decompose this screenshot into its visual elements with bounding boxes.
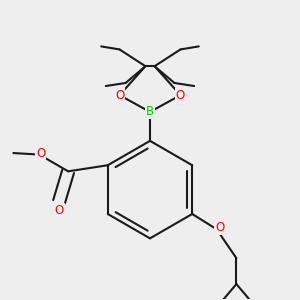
Text: O: O bbox=[176, 89, 185, 102]
Text: B: B bbox=[146, 105, 154, 119]
Text: O: O bbox=[115, 89, 124, 102]
Text: O: O bbox=[36, 146, 45, 160]
Text: O: O bbox=[54, 204, 64, 218]
Text: O: O bbox=[215, 221, 224, 234]
